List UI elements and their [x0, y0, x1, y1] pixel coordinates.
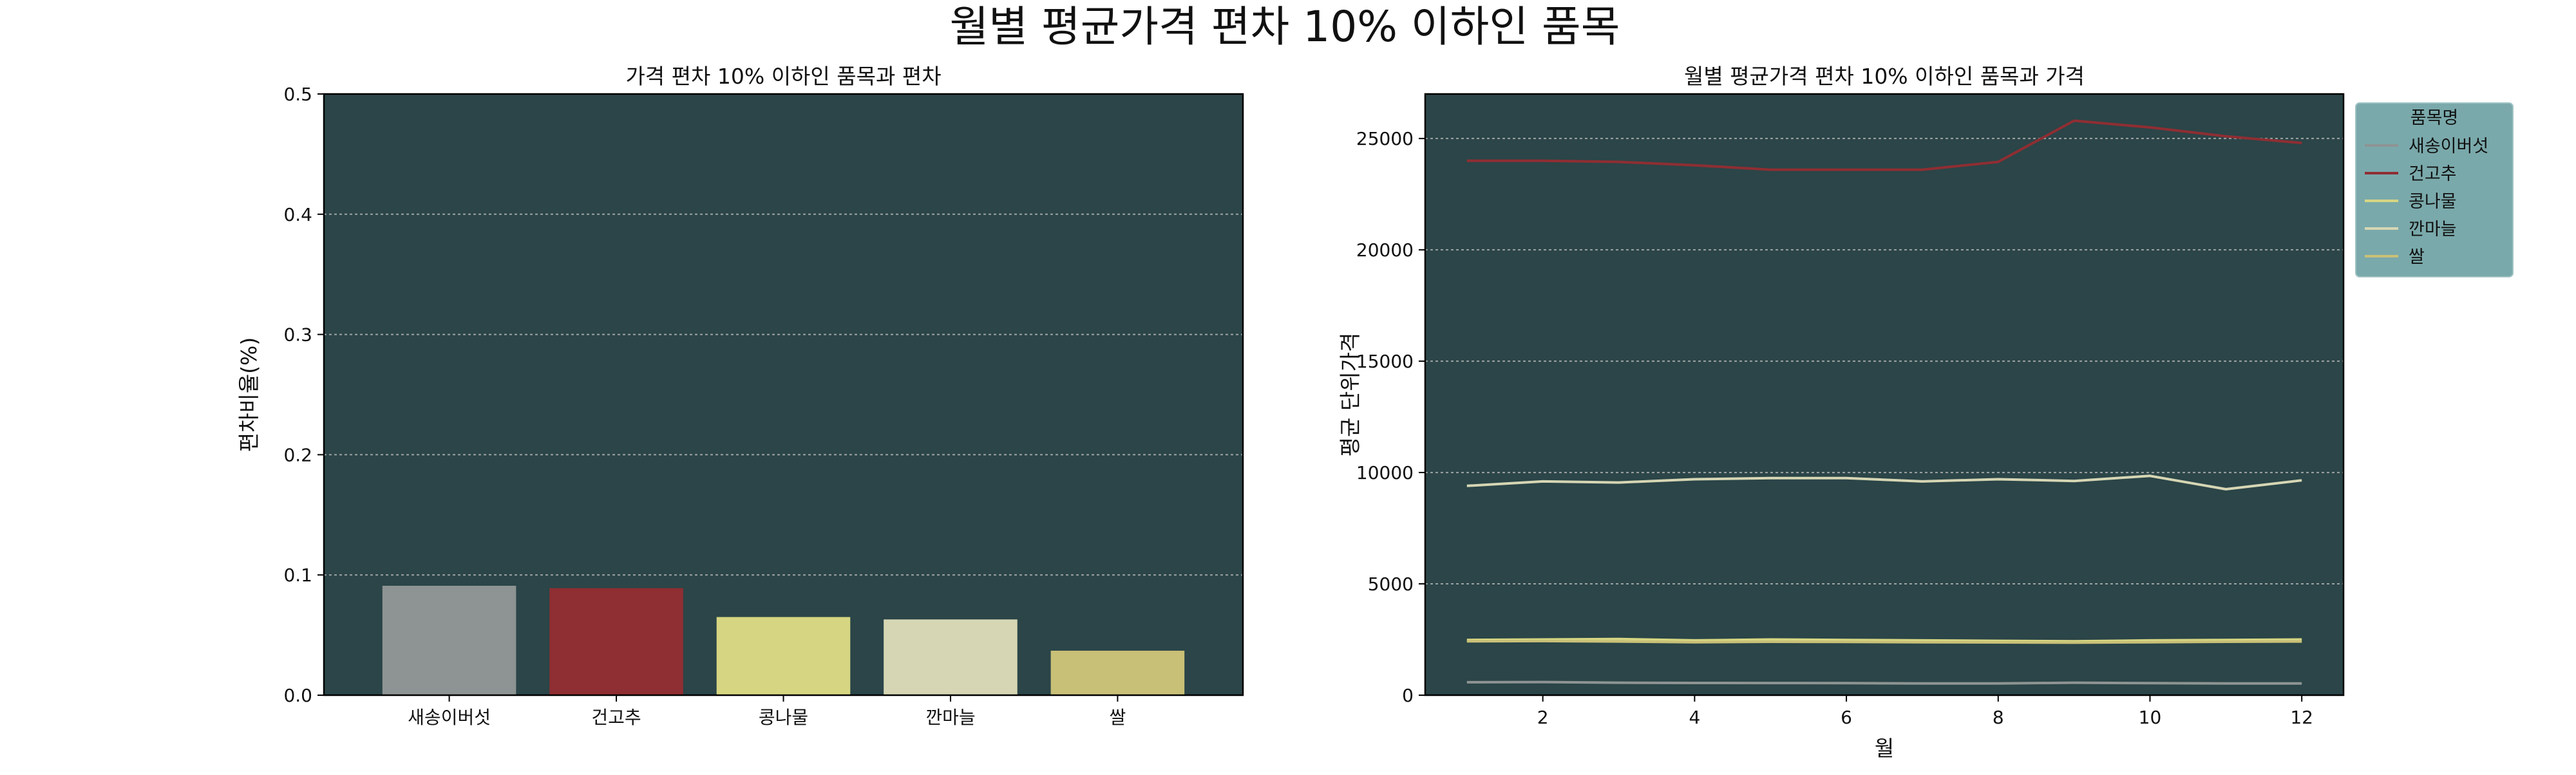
bar-chart-xtick-label: 깐마늘	[925, 707, 975, 728]
figure-title: 월별 평균가격 편차 10% 이하인 품목	[950, 2, 1620, 51]
line-chart-plot-area	[1425, 94, 2344, 695]
bar-chart-ytick-label: 0.2	[283, 444, 312, 465]
line-chart-xtick-label: 12	[2290, 707, 2313, 728]
series-line-2	[1466, 119, 2302, 171]
bar-chart-ytick-label: 0.3	[283, 324, 312, 346]
legend-label: 깐마늘	[2409, 219, 2457, 239]
bar-chart-xtick-label: 건고추	[591, 707, 641, 728]
line-chart-xtick-label: 8	[1993, 707, 2004, 728]
bar-chart-axes-frame	[323, 93, 1244, 696]
bar-chart-ytick-label: 0.4	[283, 204, 312, 225]
line-chart-ytick-label: 0	[1402, 685, 1414, 706]
line-chart-ytick-label: 25000	[1356, 128, 1414, 149]
series-line-5	[1466, 639, 2302, 644]
bar-chart-ylabel: 편차비율(%)	[236, 337, 261, 453]
line-chart-xlabel: 월	[1875, 736, 1894, 761]
line-chart-ytick-label: 5000	[1368, 574, 1414, 595]
bar-chart-title: 가격 편차 10% 이하인 품목과 편차	[625, 64, 941, 89]
bar-1	[382, 586, 516, 695]
bar-chart-ytick-label: 0.0	[283, 685, 312, 706]
bar-4	[884, 619, 1018, 695]
line-chart-ylabel: 평균 단위가격	[1338, 333, 1363, 457]
bar-chart-xtick-label: 새송이버섯	[408, 707, 491, 728]
series-line-1	[1466, 680, 2302, 685]
line-chart-xtick-label: 4	[1689, 707, 1700, 728]
bar-5	[1050, 650, 1185, 695]
line-chart-xtick-label: 10	[2139, 707, 2162, 728]
bar-chart-ytick-label: 0.5	[283, 84, 312, 105]
bar-chart-ytick-label: 0.1	[283, 565, 312, 586]
series-line-3	[1466, 637, 2302, 643]
legend-title: 품목명	[2410, 108, 2459, 128]
line-chart-xtick-label: 6	[1841, 707, 1852, 728]
line-chart-axes-frame	[1424, 93, 2345, 696]
legend-label: 새송이버섯	[2409, 136, 2488, 156]
legend-box	[2355, 102, 2514, 277]
series-line-4	[1466, 474, 2302, 490]
legend-label: 쌀	[2409, 247, 2425, 267]
line-chart-ytick-label: 20000	[1356, 239, 1414, 261]
line-chart-title: 월별 평균가격 편차 10% 이하인 품목과 가격	[1684, 64, 2085, 89]
bar-chart-xtick-label: 콩나물	[759, 707, 808, 728]
line-chart-ytick-label: 15000	[1356, 351, 1414, 372]
legend-label: 콩나물	[2409, 192, 2457, 212]
legend-label: 건고추	[2409, 164, 2457, 184]
line-chart-xtick-label: 2	[1537, 707, 1549, 728]
line-chart-ytick-label: 10000	[1356, 462, 1414, 483]
bar-2	[549, 588, 683, 695]
bar-3	[716, 617, 851, 695]
bar-chart-xtick-label: 쌀	[1110, 707, 1126, 728]
